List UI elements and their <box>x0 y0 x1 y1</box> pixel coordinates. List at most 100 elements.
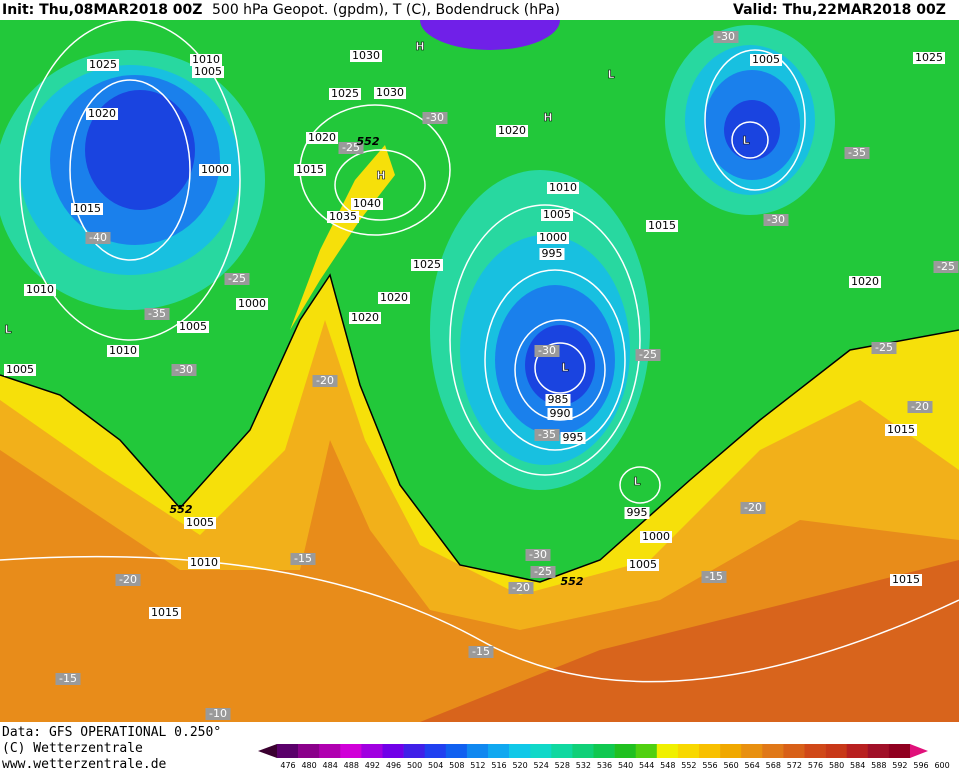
isobar-label-box <box>349 312 381 324</box>
colorbar-label: 592 <box>892 761 907 770</box>
isobar-label-box <box>537 232 569 244</box>
colorbar-label: 508 <box>449 761 464 770</box>
colorbar-swatch <box>888 744 911 758</box>
colorbar-swatch <box>466 744 489 758</box>
isobar-label-box <box>913 52 945 64</box>
temperature-label-box <box>530 566 556 578</box>
temperature-label-box <box>907 401 933 413</box>
pressure-center: H <box>543 111 552 124</box>
colorbar-swatch <box>319 744 341 758</box>
colorbar-swatch <box>277 744 299 758</box>
colorbar-swatch <box>530 744 552 758</box>
temperature-label: -15 <box>294 552 312 565</box>
isobar-label: 1015 <box>892 573 920 586</box>
isobar-label-box <box>539 248 565 260</box>
isobar-label: 1010 <box>26 283 54 296</box>
temperature-label-box <box>508 582 534 594</box>
isobar-label-box <box>640 531 672 543</box>
colorbar-label: 544 <box>639 761 654 770</box>
footer-copyright: (C) Wetterzentrale <box>2 741 143 756</box>
isobar-label-box <box>294 164 326 176</box>
colorbar-swatch <box>509 744 531 758</box>
isobar-label: 1020 <box>498 124 526 137</box>
colorbar-swatch <box>656 744 679 758</box>
colorbar-swatch <box>445 744 468 758</box>
isobar-label-box <box>378 292 410 304</box>
isobar-label: 1015 <box>648 219 676 232</box>
temperature-label-box <box>205 708 231 720</box>
isobar-label-box <box>71 203 103 215</box>
temperature-label-box <box>144 308 170 320</box>
isobar-label: 1025 <box>331 87 359 100</box>
isobar <box>704 49 806 191</box>
colorbar-arrow <box>910 744 928 758</box>
isobar-label-box <box>496 125 528 137</box>
height-label: 552 <box>561 575 584 588</box>
temperature-label-box <box>534 429 560 441</box>
temperature-label: -20 <box>512 581 530 594</box>
colorbar-label: 576 <box>808 761 823 770</box>
isobar-label: 995 <box>627 506 648 519</box>
temperature-label: -25 <box>639 348 657 361</box>
isobar <box>619 466 661 504</box>
temperature-label: -25 <box>534 565 552 578</box>
isobar-label: 1020 <box>380 291 408 304</box>
footer-data: Data: GFS OPERATIONAL 0.250° <box>2 725 221 740</box>
isobar-label-box <box>184 517 216 529</box>
colorbar-label: 484 <box>323 761 338 770</box>
isobar-label-box <box>87 59 119 71</box>
isobar-label-box <box>329 88 361 100</box>
temperature-label: -20 <box>316 374 334 387</box>
pressure-center: H <box>376 169 385 182</box>
isobar-label-box <box>374 87 406 99</box>
temperature-label: -25 <box>342 141 360 154</box>
isobar-label: 1035 <box>329 210 357 223</box>
isobar-label-box <box>4 364 36 376</box>
isobar-label-box <box>624 507 650 519</box>
temperature-label-box <box>171 364 197 376</box>
isobar-label: 1005 <box>543 208 571 221</box>
temperature-label: -40 <box>89 231 107 244</box>
isobar-label: 995 <box>563 431 584 444</box>
field-purple <box>420 20 560 50</box>
field-red <box>420 560 959 722</box>
colorbar-label: 492 <box>365 761 380 770</box>
temperature-label: -35 <box>848 146 866 159</box>
temperature-label-box <box>115 574 141 586</box>
colorbar-label: 516 <box>491 761 506 770</box>
temperature-label: -35 <box>148 307 166 320</box>
colorbar: 476 480 484 488 492 496 500 504 508 512 516 520 524 5… <box>258 744 950 770</box>
isobar-label: 1040 <box>353 197 381 210</box>
isobar <box>534 342 586 394</box>
colorbar-label: 532 <box>576 761 591 770</box>
colorbar-swatch <box>635 744 658 758</box>
isobar-label-box <box>885 424 917 436</box>
isobar-label-box <box>188 557 220 569</box>
isobar <box>19 20 241 341</box>
isobar-label: 1000 <box>238 297 266 310</box>
temperature-label: -35 <box>538 428 556 441</box>
colorbar-label: 504 <box>428 761 443 770</box>
colorbar-swatch <box>804 744 826 758</box>
temperature-label: -30 <box>767 213 785 226</box>
height-label: 552 <box>170 503 193 516</box>
isobar-label: 1000 <box>539 231 567 244</box>
isobar-label: 1025 <box>915 51 943 64</box>
isobar <box>449 204 641 476</box>
isobar-label-box <box>306 132 338 144</box>
init-time: Init: Thu,08MAR2018 00Z <box>2 2 202 18</box>
colorbar-label: 556 <box>702 761 717 770</box>
colorbar-label: 524 <box>534 761 549 770</box>
temperature-label-box <box>55 673 81 685</box>
colorbar-swatch <box>614 744 636 758</box>
isobar-label-box <box>849 276 881 288</box>
temperature-label: -30 <box>538 344 556 357</box>
temperature-label: -30 <box>529 548 547 561</box>
isobar-label: 1015 <box>73 202 101 215</box>
isobar-label-box <box>646 220 678 232</box>
temperature-label-box <box>85 232 111 244</box>
isobar-label-box <box>24 284 56 296</box>
isobar-label: 1030 <box>352 49 380 62</box>
temperature-label-box <box>701 571 727 583</box>
footer-url: www.wetterzentrale.de <box>2 757 167 770</box>
